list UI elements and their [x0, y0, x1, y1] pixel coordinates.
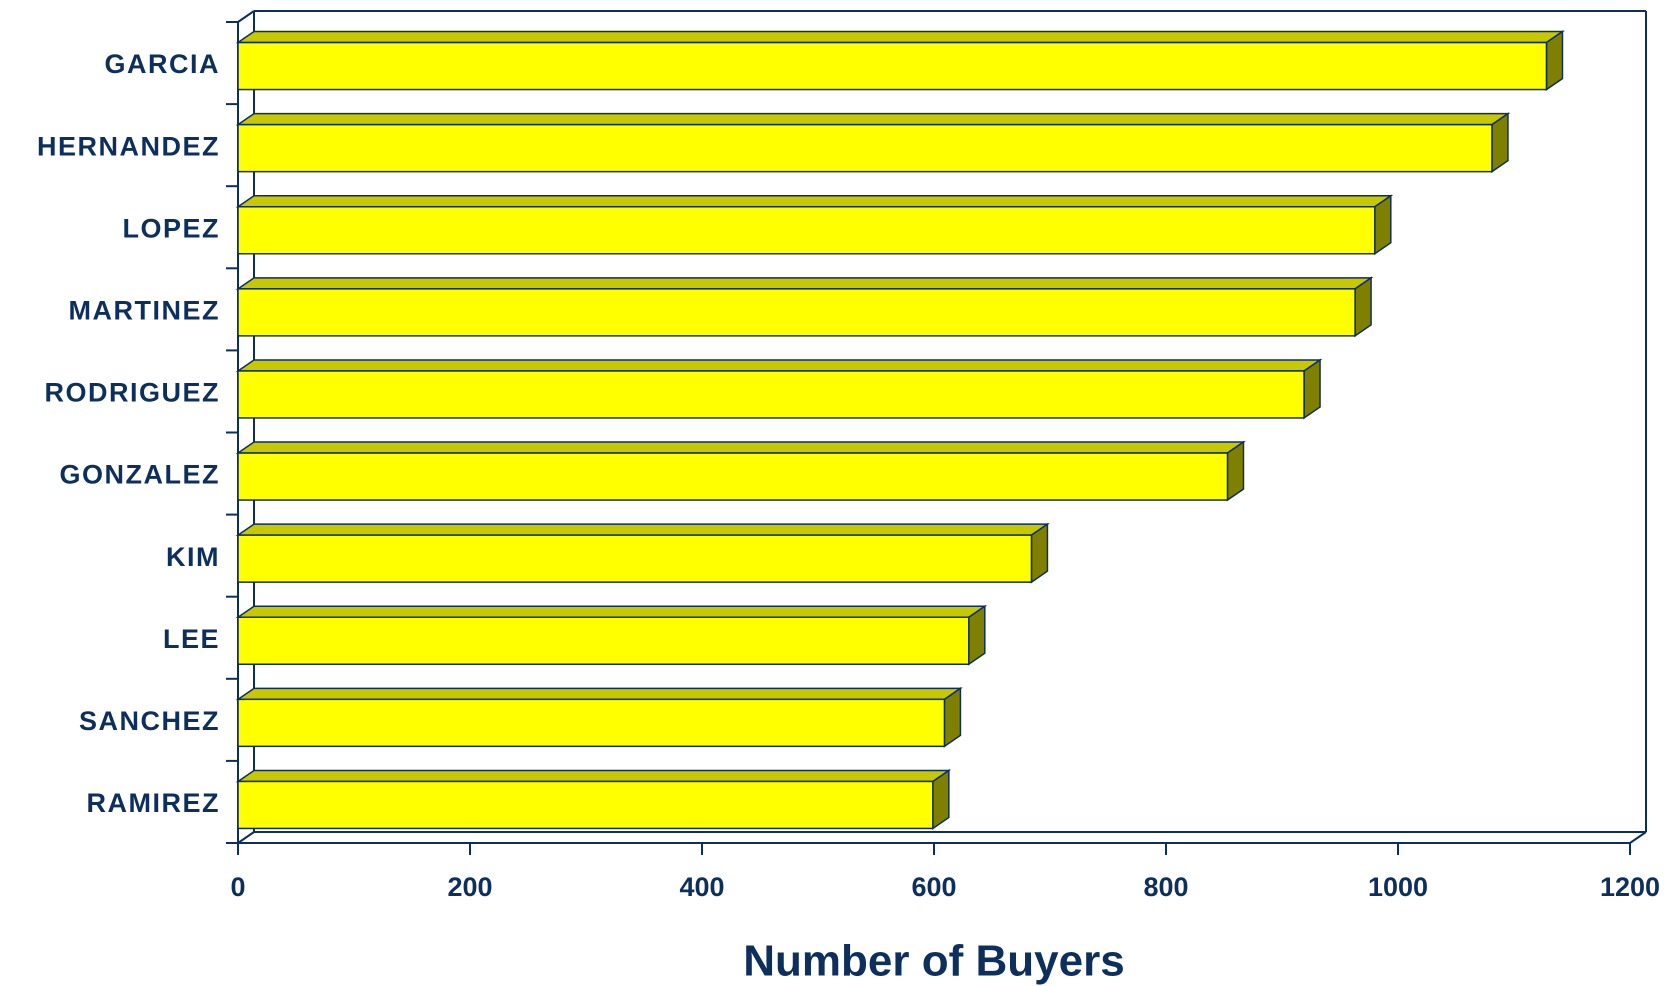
bar — [237, 288, 1356, 337]
x-tick-label: 1000 — [1368, 872, 1428, 902]
bar — [237, 206, 1376, 255]
bar — [237, 41, 1548, 91]
bar — [237, 616, 970, 665]
category-label: RODRIGUEZ — [45, 378, 221, 408]
x-tick-label: 1200 — [1600, 872, 1660, 902]
category-label: GONZALEZ — [60, 460, 221, 490]
bar-side — [1374, 194, 1392, 256]
category-label: RAMIREZ — [87, 788, 221, 818]
bar — [237, 780, 934, 830]
bar — [237, 370, 1305, 419]
bar-top — [235, 441, 1246, 454]
bar — [237, 452, 1229, 501]
x-tick-label: 0 — [230, 872, 245, 902]
bar-top — [235, 277, 1374, 290]
x-axis-title: Number of Buyers — [743, 937, 1124, 986]
bar-side — [1303, 358, 1321, 420]
bar — [237, 123, 1493, 173]
x-tick-label: 600 — [911, 872, 956, 902]
category-label: LOPEZ — [122, 213, 220, 243]
bar-side — [1545, 30, 1564, 91]
bar-top — [235, 112, 1511, 126]
bar — [237, 698, 946, 748]
x-tick-label: 800 — [1143, 872, 1188, 902]
bar-top — [235, 195, 1394, 208]
category-label: KIM — [166, 542, 220, 572]
x-tick-label: 400 — [679, 872, 724, 902]
bar-side — [943, 686, 962, 748]
bar-side — [1226, 440, 1245, 502]
bar — [237, 534, 1033, 583]
category-label: GARCIA — [105, 49, 221, 79]
bar-side — [1354, 276, 1372, 338]
bar-side — [932, 769, 950, 830]
category-label: MARTINEZ — [69, 295, 220, 325]
x-tick-label: 200 — [447, 872, 492, 902]
bar-side — [1030, 522, 1049, 584]
bar-top — [235, 359, 1323, 372]
category-label: HERNANDEZ — [37, 131, 220, 161]
category-label: LEE — [163, 624, 220, 654]
bar-top — [235, 30, 1565, 44]
bar-side — [1491, 112, 1509, 174]
bar-top — [235, 523, 1050, 536]
wall-top-edge — [237, 10, 255, 23]
floor-right-edge — [1629, 831, 1647, 844]
bar-side — [968, 604, 986, 666]
bar-top — [235, 687, 963, 701]
bar-top — [235, 605, 988, 618]
floor-left-edge — [237, 831, 255, 844]
bar-top — [235, 769, 952, 783]
category-label: SANCHEZ — [79, 706, 220, 736]
